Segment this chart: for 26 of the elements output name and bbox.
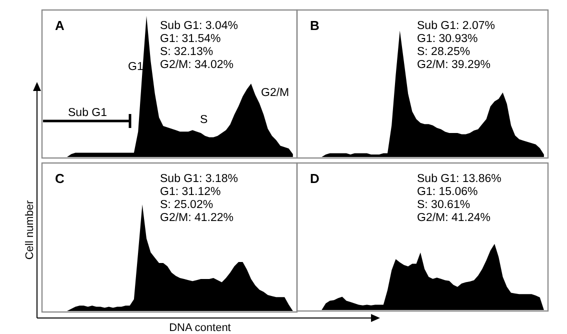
text: S: 30.61% — [417, 199, 470, 211]
annotation: Sub G1 — [68, 107, 107, 119]
annotation: Sub G1: 3.04% — [160, 20, 238, 32]
text: G2/M: 41.24% — [417, 212, 491, 224]
chart-title: A — [55, 18, 65, 33]
text: G1: 15.06% — [417, 186, 478, 198]
annotation: G1: 30.93% — [417, 33, 478, 45]
annotation: G2/M: 41.22% — [160, 212, 234, 224]
x-axis-title: DNA content — [169, 322, 231, 334]
annotation: S: 25.02% — [160, 199, 214, 211]
chart-title: C — [55, 171, 65, 186]
annotation: G1: 31.54% — [160, 33, 221, 45]
annotation: Sub G1: 2.07% — [417, 20, 495, 32]
annotation: G2/M — [261, 87, 290, 99]
annotation: G2/M: 39.29% — [417, 59, 491, 71]
annotation: G1 — [128, 61, 144, 73]
text: Sub G1: 3.18% — [160, 173, 238, 185]
annotation: G2/M: 34.02% — [160, 59, 234, 71]
annotation: S: 32.13% — [160, 46, 214, 58]
text: G1: 31.12% — [160, 186, 221, 198]
y-axis-title: Cell number — [24, 200, 36, 260]
chart-title: D — [310, 171, 320, 186]
annotation: S — [200, 114, 208, 126]
text: Sub G1: 13.86% — [417, 173, 502, 185]
annotation: S: 28.25% — [417, 46, 470, 58]
chart-title: B — [310, 18, 320, 33]
